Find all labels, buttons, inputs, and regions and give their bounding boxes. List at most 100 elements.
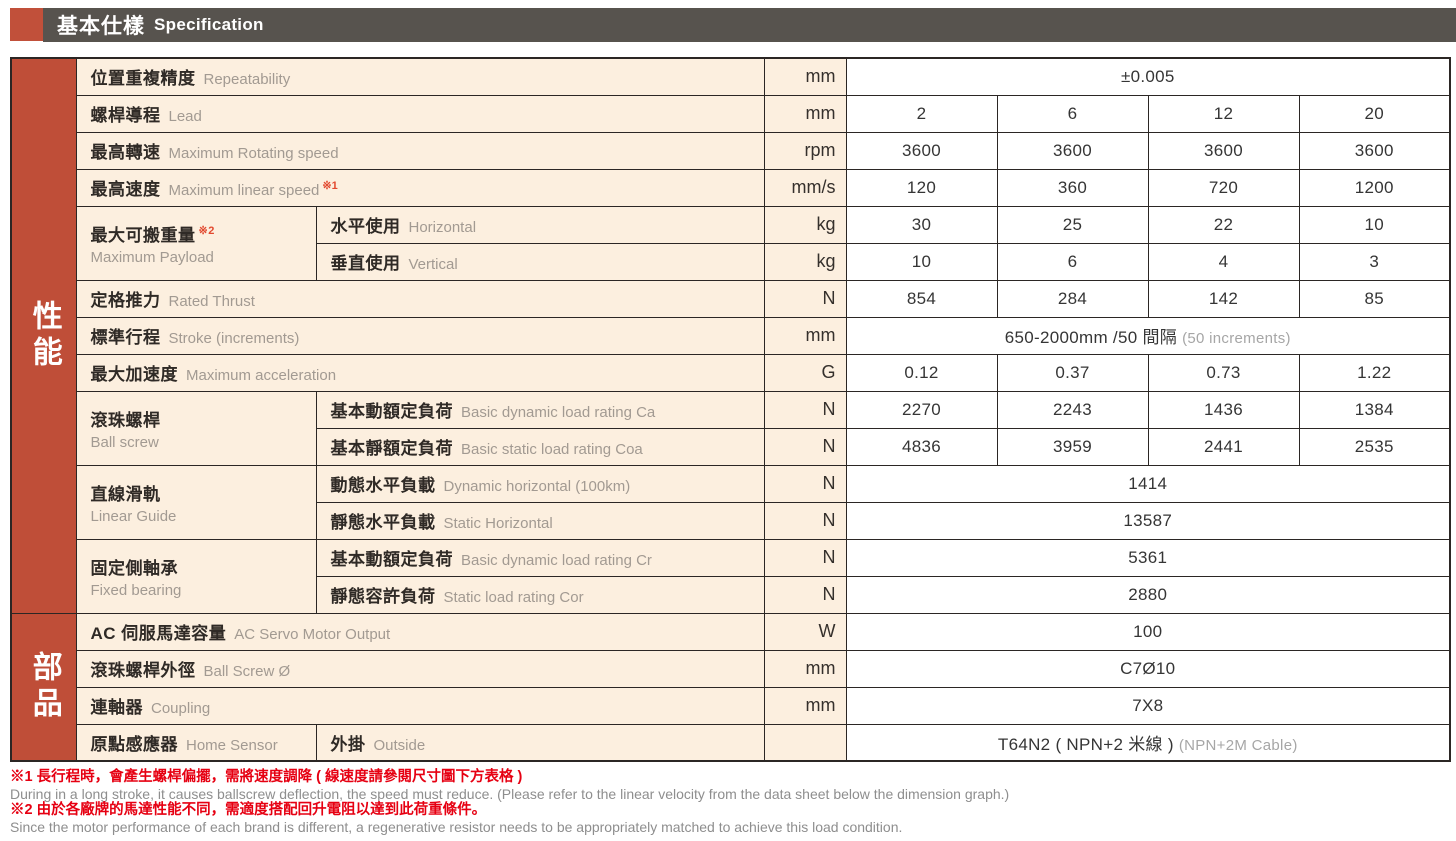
- sub-label-en: Dynamic horizontal (100km): [443, 478, 631, 495]
- table-row: 最高轉速 Maximum Rotating speed rpm 3600 3600…: [11, 131, 1451, 170]
- table-row: 靜態容許負荷 Static load rating Cor N 2880: [11, 575, 1451, 614]
- value-cell: 4: [1147, 242, 1300, 281]
- value-cell: 1436: [1147, 390, 1300, 429]
- unit-cell: W: [763, 612, 847, 651]
- value-cell: 20: [1298, 94, 1451, 133]
- row-label: 最高轉速 Maximum Rotating speed: [75, 131, 765, 170]
- row-label: 螺桿導程 Lead: [75, 94, 765, 133]
- row-label-en: Ball Screw Ø: [203, 663, 291, 680]
- row-label-zh: AC 伺服馬達容量: [90, 624, 227, 643]
- value-cell: 1.22: [1298, 353, 1451, 392]
- row-label: 最大加速度 Maximum acceleration: [75, 353, 765, 392]
- footnote-1-en: During in a long stroke, it causes balls…: [10, 786, 1010, 802]
- row-label: 最高速度 Maximum linear speed ※1: [75, 168, 765, 207]
- sub-label-en: Static Horizontal: [443, 515, 553, 532]
- value-cell: 22: [1147, 205, 1300, 244]
- value-cell: 4836: [845, 427, 998, 466]
- sub-label: 外掛 Outside: [315, 723, 765, 762]
- group-label-fixed-bearing: 固定側軸承 Fixed bearing: [75, 538, 317, 614]
- value-cell: 360: [996, 168, 1149, 207]
- row-label: 滾珠螺桿外徑 Ball Screw Ø: [75, 649, 765, 688]
- value-cell: 0.37: [996, 353, 1149, 392]
- value-cell: 6: [996, 242, 1149, 281]
- value-cell: 650-2000mm /50 間隔 (50 increments): [845, 316, 1451, 355]
- row-label-en: Maximum linear speed: [168, 182, 320, 199]
- row-label-en: Home Sensor: [186, 736, 278, 754]
- table-row: 最大可搬重量 ※2 Maximum Payload 水平使用 Horizontal …: [11, 205, 1451, 281]
- value-cell: 0.73: [1147, 353, 1300, 392]
- table-row: 最高速度 Maximum linear speed ※1 mm/s 120 360 …: [11, 168, 1451, 207]
- table-row: 滾珠螺桿 Ball screw 基本動額定負荷 Basic dynamic loa…: [11, 390, 1451, 466]
- specification-table: 性能 位置重複精度 Repeatability mm ±0.005 螺桿導程 Lea…: [10, 57, 1452, 762]
- footnote-2-zh: ※2 由於各廠牌的馬達性能不同，需適度搭配回升電阻以達到此荷重條件。: [10, 802, 487, 818]
- sub-label-zh: 基本靜額定負荷: [330, 439, 453, 458]
- value-cell: 142: [1147, 279, 1300, 318]
- footnote-1-zh: ※1 長行程時，會產生螺桿偏擺，需將速度調降 ( 線速度請參閱尺寸圖下方表格 ): [10, 769, 523, 785]
- unit-cell: mm: [763, 649, 847, 688]
- value-cell: 284: [996, 279, 1149, 318]
- row-label-zh: 最高轉速: [90, 143, 161, 162]
- table-row: 性能 位置重複精度 Repeatability mm ±0.005: [10, 57, 1451, 614]
- value-cell: 2243: [996, 390, 1149, 429]
- sub-label-en: Basic dynamic load rating Cr: [461, 552, 652, 569]
- header-title-bar: 基本仕樣 Specification: [43, 8, 1456, 42]
- unit-cell: G: [763, 353, 847, 392]
- table-row: 連軸器 Coupling mm 7X8: [11, 686, 1451, 725]
- value-note: (50 increments): [1182, 330, 1291, 347]
- row-label-en: Maximum acceleration: [186, 367, 337, 384]
- row-label-zh: 標準行程: [90, 328, 161, 347]
- footnote-mark: ※1: [322, 179, 338, 192]
- row-label-zh: 最大加速度: [90, 365, 178, 384]
- section-label-text: 性能: [27, 299, 61, 372]
- row-label: 位置重複精度 Repeatability: [75, 57, 765, 96]
- row-label-zh: 原點感應器: [90, 734, 178, 754]
- value-cell: C7Ø10: [845, 649, 1451, 688]
- value-cell: 10: [1298, 205, 1451, 244]
- value-cell: 30: [845, 205, 998, 244]
- value-cell: 25: [996, 205, 1149, 244]
- value-cell: 85: [1298, 279, 1451, 318]
- row-label-en: AC Servo Motor Output: [234, 626, 391, 643]
- value-cell: 13587: [845, 501, 1451, 540]
- sub-label: 垂直使用 Vertical: [315, 242, 765, 281]
- table-row: 螺桿導程 Lead mm 2 6 12 20: [11, 94, 1451, 133]
- value-cell: 854: [845, 279, 998, 318]
- table-row: 垂直使用 Vertical kg 10 6 4 3: [11, 242, 1451, 281]
- sub-label: 靜態容許負荷 Static load rating Cor: [315, 575, 765, 614]
- value-cell: 7X8: [845, 686, 1451, 725]
- sub-label-en: Horizontal: [408, 219, 477, 236]
- accent-square-icon: [10, 8, 43, 41]
- sub-label-zh: 水平使用: [330, 217, 401, 236]
- row-label-en: Stroke (increments): [168, 330, 300, 347]
- row-label: 連軸器 Coupling: [75, 686, 765, 725]
- value-cell: 3959: [996, 427, 1149, 466]
- row-label-en: Coupling: [151, 700, 211, 717]
- row-label-en: Lead: [168, 108, 202, 125]
- row-label: 定格推力 Rated Thrust: [75, 279, 765, 318]
- sub-label-zh: 垂直使用: [330, 254, 401, 273]
- sub-label-zh: 基本動額定負荷: [330, 550, 453, 569]
- group-label-en: Fixed bearing: [90, 581, 182, 599]
- value-cell: 100: [845, 612, 1451, 651]
- row-label-zh: 連軸器: [90, 698, 143, 717]
- sub-label-en: Basic dynamic load rating Ca: [461, 404, 656, 421]
- group-label-en: Ball screw: [90, 433, 159, 451]
- value-cell: T64N2 ( NPN+2 米線 ) (NPN+2M Cable): [845, 723, 1451, 762]
- group-label-zh: 固定側軸承: [90, 558, 178, 578]
- value-cell: ±0.005: [845, 57, 1451, 96]
- group-label-zh: 最大可搬重量 ※2: [90, 224, 215, 245]
- footnote-mark: ※2: [198, 224, 215, 237]
- table-row: 滾珠螺桿外徑 Ball Screw Ø mm C7Ø10: [11, 649, 1451, 688]
- row-label-en: Maximum Rotating speed: [168, 145, 339, 162]
- page-title-en: Specification: [154, 15, 264, 34]
- section-header: 基本仕樣 Specification: [10, 8, 1456, 42]
- value-note: (NPN+2M Cable): [1178, 736, 1298, 754]
- group-label-linear-guide: 直線滑軌 Linear Guide: [75, 464, 317, 540]
- unit-cell: kg: [763, 205, 847, 244]
- row-label-zh: 滾珠螺桿外徑: [90, 661, 196, 680]
- unit-cell: N: [763, 464, 847, 503]
- sub-label-en: Outside: [373, 736, 426, 754]
- value-cell: 2441: [1147, 427, 1300, 466]
- row-label-en: Rated Thrust: [168, 293, 255, 310]
- value-cell: 1384: [1298, 390, 1451, 429]
